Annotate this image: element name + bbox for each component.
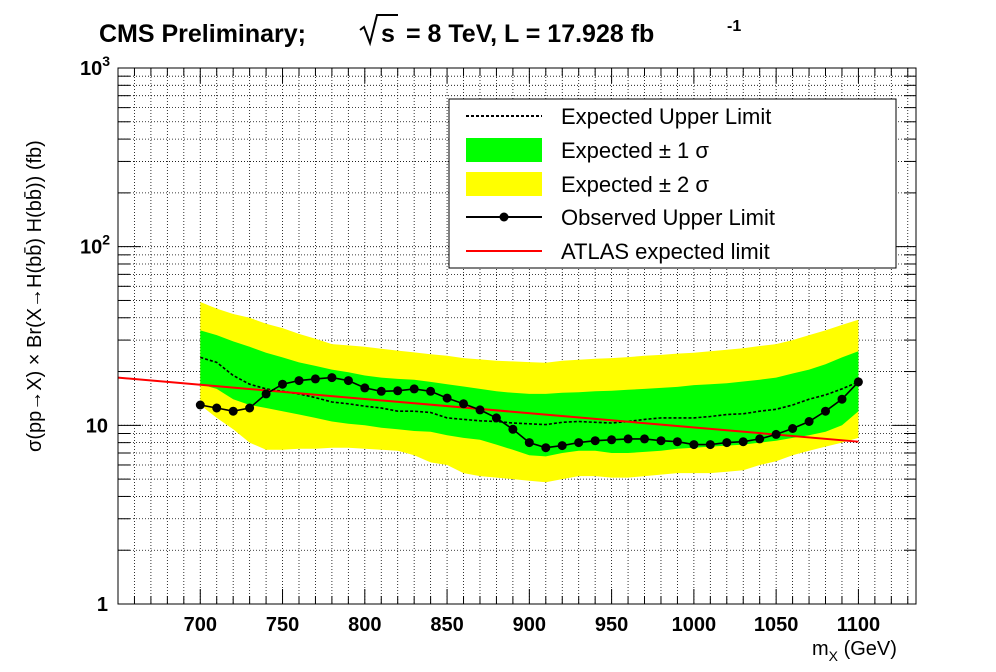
observed-point <box>607 435 617 445</box>
observed-point <box>722 438 732 448</box>
sqrt-symbol <box>359 14 398 47</box>
observed-point <box>261 389 271 399</box>
legend-label-2sigma: Expected ± 2 σ <box>561 172 709 197</box>
y-tick-label: 102 <box>80 232 110 259</box>
y-tick-label-exponent: 2 <box>102 232 110 248</box>
observed-point <box>327 373 337 383</box>
observed-point <box>853 377 863 387</box>
chart-title: CMS Preliminary; <box>99 20 306 48</box>
observed-point <box>771 429 781 439</box>
observed-point <box>640 434 649 444</box>
title-energy-lumi: = 8 TeV, L = 17.928 fb <box>406 20 654 48</box>
observed-point <box>557 441 567 451</box>
y-tick-label: 10 <box>86 415 108 437</box>
observed-point <box>228 406 238 416</box>
observed-point <box>442 393 452 403</box>
plot-frame-rect <box>117 67 917 605</box>
observed-point <box>788 424 798 433</box>
observed-point <box>409 384 419 394</box>
legend-label-1sigma: Expected ± 1 σ <box>561 138 709 163</box>
x-axis-label-main: m <box>812 638 829 660</box>
series <box>117 356 863 453</box>
observed-point <box>738 437 748 447</box>
observed-point <box>590 436 600 446</box>
observed-point <box>491 413 501 423</box>
x-tick-label: 1000 <box>672 614 717 636</box>
observed-point <box>278 379 287 389</box>
observed-point <box>508 424 518 434</box>
x-axis-label: mX (GeV) <box>812 638 897 664</box>
observed-point <box>837 394 847 404</box>
band-1sigma <box>200 330 859 457</box>
x-tick-label: 750 <box>266 614 299 636</box>
y-tick-label-base: 1 <box>97 594 108 616</box>
x-axis-label-unit: (GeV) <box>838 638 897 660</box>
observed-point <box>426 386 436 396</box>
svg-text:mX (GeV): mX (GeV) <box>812 638 897 664</box>
observed-point <box>310 374 320 384</box>
observed-point <box>294 376 304 386</box>
observed-point <box>524 438 534 448</box>
observed-point <box>212 403 222 413</box>
observed-point <box>360 383 370 393</box>
x-tick-label: 800 <box>348 614 381 636</box>
observed-point <box>475 405 485 415</box>
observed-point <box>343 376 353 386</box>
x-tick-label: 700 <box>184 614 217 636</box>
y-tick-label: 103 <box>80 53 110 80</box>
expected-limit-line <box>200 356 859 426</box>
y-tick-label-base: 10 <box>86 415 108 437</box>
legend-swatch-1sigma <box>466 138 542 162</box>
legend-label-expected: Expected Upper Limit <box>561 104 771 129</box>
legend-label-atlas: ATLAS expected limit <box>561 239 770 264</box>
title-sqrt-s: s <box>359 14 398 48</box>
observed-point <box>459 399 468 409</box>
observed-point <box>672 437 682 447</box>
observed-point <box>755 434 765 444</box>
plot-frame <box>117 67 917 605</box>
y-tick-label: 1 <box>97 594 108 616</box>
title-lumi-exponent: -1 <box>727 18 741 35</box>
observed-point <box>393 386 403 396</box>
x-axis-label-sub: X <box>829 648 839 664</box>
y-tick-label-exponent: 3 <box>102 53 110 69</box>
observed-point <box>245 403 255 413</box>
x-axis-ticks: 700 750 800 850 900 950 1000 1050 1100 <box>133 68 909 636</box>
x-tick-label: 950 <box>595 614 628 636</box>
title-energy-symbol: s <box>381 20 395 48</box>
observed-point <box>705 440 715 450</box>
observed-point <box>623 434 633 444</box>
legend-label-observed: Observed Upper Limit <box>561 205 775 230</box>
observed-point <box>689 440 699 450</box>
y-tick-label-base: 10 <box>80 58 102 80</box>
legend-swatch-observed-marker <box>499 212 509 222</box>
observed-point <box>541 443 551 453</box>
y-tick-label-base: 10 <box>80 237 102 259</box>
observed-point <box>376 386 386 396</box>
x-tick-label: 1100 <box>837 614 880 636</box>
observed-point <box>804 417 814 426</box>
observed-point <box>656 436 666 446</box>
x-tick-label: 1050 <box>754 614 799 636</box>
observed-point <box>821 406 830 416</box>
x-tick-label: 900 <box>513 614 546 636</box>
observed-point <box>195 400 205 410</box>
band-1sigma-area <box>200 330 859 457</box>
atlas-limit-line <box>117 376 859 443</box>
y-axis-label: σ(pp→X) × Br(X→H(bb̄) H(bb̄)) (fb) <box>23 140 46 452</box>
observed-point <box>574 438 584 448</box>
x-tick-label: 850 <box>430 614 463 636</box>
legend: Expected Upper Limit Expected ± 1 σ Expe… <box>448 98 897 269</box>
legend-swatch-2sigma <box>466 172 542 196</box>
